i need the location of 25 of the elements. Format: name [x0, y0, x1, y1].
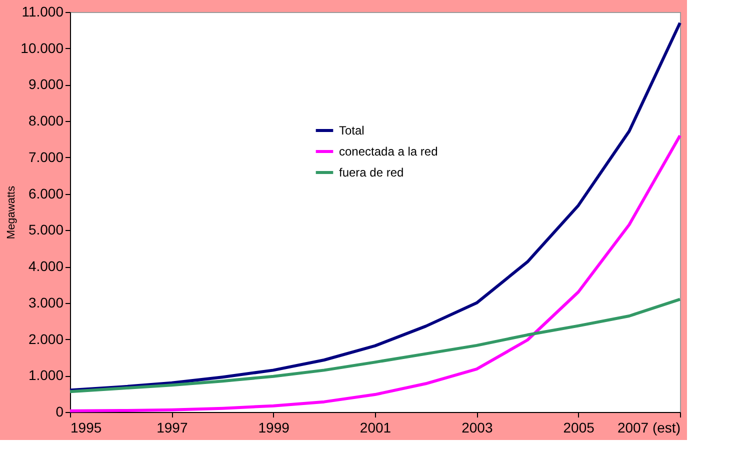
- y-tick-label: 6.000: [28, 185, 64, 202]
- y-tick-label: 9.000: [28, 76, 64, 92]
- y-tick-label: 0: [56, 404, 64, 420]
- y-tick-label: 11.000: [22, 4, 64, 20]
- x-tick-label: 1995: [70, 420, 102, 436]
- x-tick-label: 2007 (est): [617, 420, 680, 436]
- y-axis-title: Megawatts: [6, 185, 18, 240]
- y-tick-label: 1.000: [28, 367, 64, 384]
- legend-label: Total: [339, 124, 364, 138]
- x-tick-label: 2005: [563, 420, 595, 436]
- x-tick-label: 1999: [258, 420, 290, 436]
- y-tick-label: 10.000: [20, 40, 64, 56]
- y-tick-label: 3.000: [28, 294, 64, 310]
- y-tick-label: 4.000: [28, 258, 64, 274]
- x-tick-label: 2001: [360, 420, 392, 436]
- x-tick-label: 1997: [156, 420, 188, 436]
- x-tick-label: 2003: [462, 420, 493, 436]
- y-tick-label: 2.000: [28, 330, 64, 347]
- legend-label: conectada a la red: [339, 144, 438, 158]
- line-series: [68, 298, 682, 394]
- legend-label: fuera de red: [339, 166, 404, 180]
- y-tick-label: 7.000: [28, 148, 64, 165]
- y-tick-label: 5.000: [28, 222, 64, 238]
- y-tick-label: 8.000: [28, 112, 64, 129]
- line-series: [68, 21, 682, 392]
